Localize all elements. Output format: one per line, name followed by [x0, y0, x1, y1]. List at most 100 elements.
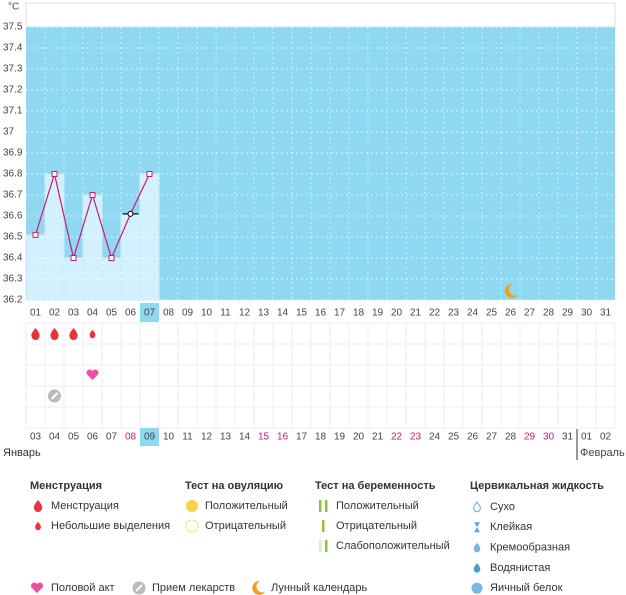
legend-title: Тест на беременность: [315, 480, 436, 492]
day-label: 11: [220, 308, 231, 319]
drop-icon: [33, 500, 43, 512]
day-label: 12: [239, 308, 251, 319]
day-label: 22: [429, 308, 441, 319]
calendar-date: 24: [429, 432, 441, 443]
drop-icon: [473, 542, 481, 553]
day-label: 30: [581, 308, 593, 319]
day-label: 20: [391, 308, 403, 319]
day-label: 16: [315, 308, 327, 319]
calendar-date: 30: [543, 432, 555, 443]
sticky-icon: [474, 522, 480, 533]
day-label: 13: [258, 308, 270, 319]
day-label: 14: [277, 308, 289, 319]
day-label: 01: [30, 308, 42, 319]
legend-title: Цервикальная жидкость: [470, 480, 604, 492]
day-label: 15: [296, 308, 308, 319]
calendar-date: 06: [87, 432, 99, 443]
temp-marker: [89, 192, 96, 198]
calendar-date: 04: [49, 432, 61, 443]
selected-date: [140, 428, 159, 446]
day-label: 09: [182, 308, 194, 319]
legend-item: Сухо: [490, 501, 515, 513]
calendar-date: 28: [505, 432, 517, 443]
legend-item: Яичный белок: [490, 582, 563, 594]
calendar-date: 15: [258, 432, 270, 443]
drop-icon: [35, 521, 41, 531]
day-label: 07: [144, 308, 156, 319]
day-label: 29: [562, 308, 574, 319]
y-tick-label: 36.4: [3, 253, 23, 264]
calendar-date: 07: [106, 432, 118, 443]
calendar-date: 18: [315, 432, 327, 443]
temp-marker: [70, 255, 77, 261]
temp-marker: [32, 231, 39, 238]
calendar-date: 27: [486, 432, 498, 443]
day-label: 31: [600, 308, 612, 319]
drop-icon: [50, 328, 59, 340]
legend-item: Небольшие выделения: [51, 520, 170, 532]
legend-item: Половой акт: [51, 582, 115, 594]
ovulation-neg: [185, 519, 199, 533]
temp-bar: [82, 194, 103, 301]
calendar-date: 20: [353, 432, 365, 443]
legend-title: Тест на овуляцию: [185, 480, 283, 492]
preg-bar: [325, 500, 328, 512]
selected-day: [140, 303, 159, 322]
ovulation-pos: [186, 500, 198, 512]
temp-marker: [108, 255, 115, 261]
drop-icon: [473, 501, 481, 513]
y-tick-label: 37.3: [3, 64, 23, 75]
y-tick-label: 36.2: [3, 295, 23, 306]
day-label: 26: [505, 308, 517, 319]
y-tick-label: 37.5: [3, 22, 23, 33]
y-tick-label: 36.5: [3, 232, 23, 243]
calendar-date: 14: [239, 432, 251, 443]
calendar-date: 13: [220, 432, 232, 443]
day-label: 28: [543, 308, 555, 319]
y-tick-label: 37.1: [3, 106, 23, 117]
legend-item: Клейкая: [490, 521, 532, 533]
day-label: 17: [334, 308, 346, 319]
y-tick-label: 37.4: [3, 43, 23, 54]
day-label: 24: [467, 308, 479, 319]
day-label: 10: [201, 308, 213, 319]
heart-icon: [86, 369, 99, 380]
calendar-date: 19: [334, 432, 346, 443]
y-tick-label: 36.8: [3, 169, 23, 180]
moon-icon: [252, 580, 265, 595]
day-label: 25: [486, 308, 498, 319]
calendar-date: 10: [163, 432, 175, 443]
moon-icon: [504, 283, 518, 298]
preg-bar: [325, 540, 328, 552]
calendar-date: 17: [296, 432, 308, 443]
month-label: Январь: [3, 447, 41, 459]
day-label: 27: [524, 308, 536, 319]
day-label: 03: [68, 308, 80, 319]
calendar-date: 02: [600, 432, 612, 443]
calendar-date: 09: [144, 432, 156, 443]
temp-marker: [127, 210, 134, 217]
day-label: 08: [163, 308, 175, 319]
legend-item: Слабоположительный: [336, 540, 450, 552]
temp-marker: [51, 171, 58, 177]
calendar-date: 26: [467, 432, 479, 443]
pill-stripe: [50, 392, 59, 400]
egg-white-icon: [471, 582, 483, 594]
legend-item: Отрицательный: [336, 520, 417, 532]
calendar-date: 01: [581, 432, 593, 443]
day-label: 06: [125, 308, 137, 319]
drop-icon: [31, 328, 40, 340]
temp-bar: [120, 213, 141, 301]
y-tick-label: 36.6: [3, 211, 23, 222]
calendar-date: 08: [125, 432, 137, 443]
preg-bar: [322, 520, 325, 532]
day-label: 18: [353, 308, 365, 319]
month-label: Февраль: [580, 447, 625, 459]
y-tick-label: 37.2: [3, 85, 23, 96]
drop-icon: [69, 328, 78, 340]
day-label: 21: [410, 308, 422, 319]
unit-label: °C: [8, 2, 19, 13]
legend-item: Отрицательный: [205, 520, 286, 532]
drop-icon: [89, 329, 96, 339]
